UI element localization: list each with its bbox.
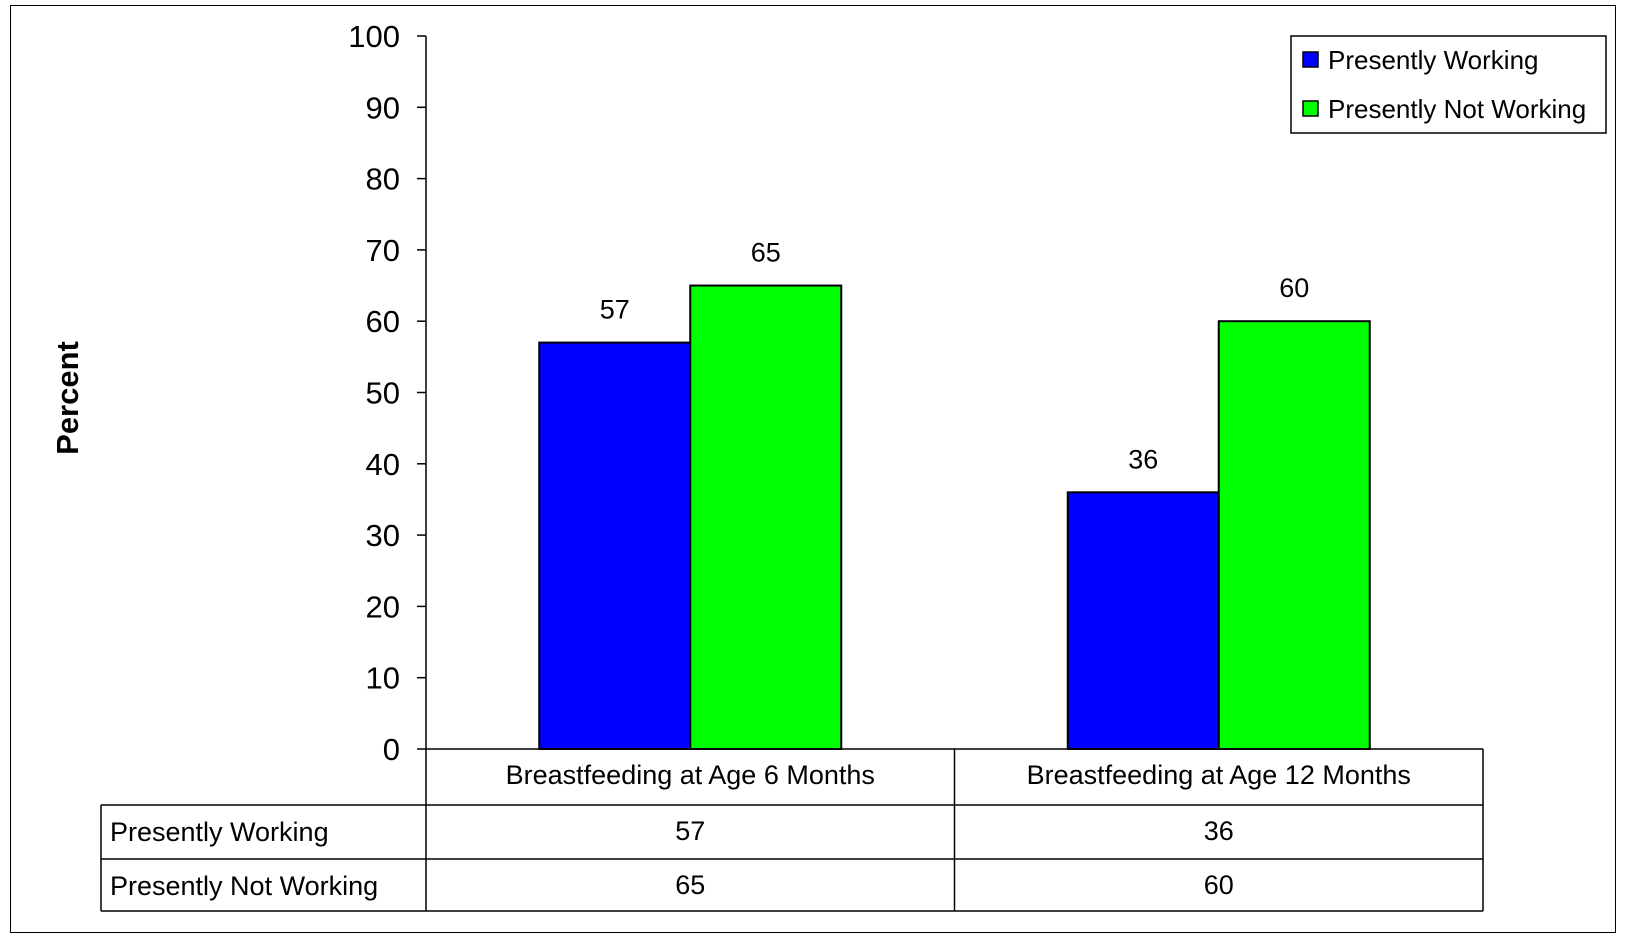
- x-category-label: Breastfeeding at Age 12 Months: [1027, 760, 1411, 790]
- table-cell: 65: [675, 870, 705, 900]
- y-tick-label: 100: [348, 19, 400, 54]
- bars: 57 65 36 60: [538, 238, 1371, 750]
- bar: [689, 284, 843, 750]
- data-table: Breastfeeding at Age 6 Months Breastfeedi…: [100, 748, 1484, 912]
- table-row-label: Presently Working: [110, 817, 329, 847]
- legend: Presently Working Presently Not Working: [1290, 35, 1607, 134]
- y-tick-label: 60: [366, 304, 400, 339]
- y-tick-label: 0: [383, 732, 400, 767]
- table-cell: 60: [1204, 870, 1234, 900]
- y-tick-label: 40: [366, 447, 400, 482]
- y-tick-label: 20: [366, 589, 400, 624]
- table-cell: 57: [675, 816, 705, 846]
- bar: [1217, 320, 1371, 750]
- y-axis-label: Percent: [50, 341, 85, 455]
- bar: [538, 341, 692, 750]
- legend-swatch: [1302, 51, 1319, 68]
- data-label: 57: [600, 295, 630, 325]
- y-tick-label: 30: [366, 518, 400, 553]
- y-axis: 0 10 20 30 40 50 60 70 80 90 100: [348, 19, 427, 767]
- table-cell: 36: [1204, 816, 1234, 846]
- table-row-label: Presently Not Working: [110, 871, 378, 901]
- legend-swatch: [1302, 100, 1319, 117]
- bar: [1066, 491, 1220, 750]
- data-label: 36: [1128, 444, 1158, 474]
- x-category-label: Breastfeeding at Age 6 Months: [506, 760, 875, 790]
- y-tick-label: 80: [366, 162, 400, 197]
- y-tick-label: 10: [366, 661, 400, 696]
- data-label: 60: [1279, 273, 1309, 303]
- y-tick-label: 70: [366, 233, 400, 268]
- legend-box: [1290, 35, 1607, 134]
- chart-frame: [10, 5, 1616, 933]
- y-tick-label: 90: [366, 90, 400, 125]
- data-label: 65: [751, 238, 781, 268]
- legend-label: Presently Working: [1328, 45, 1539, 75]
- legend-label: Presently Not Working: [1328, 94, 1586, 124]
- y-tick-label: 50: [366, 376, 400, 411]
